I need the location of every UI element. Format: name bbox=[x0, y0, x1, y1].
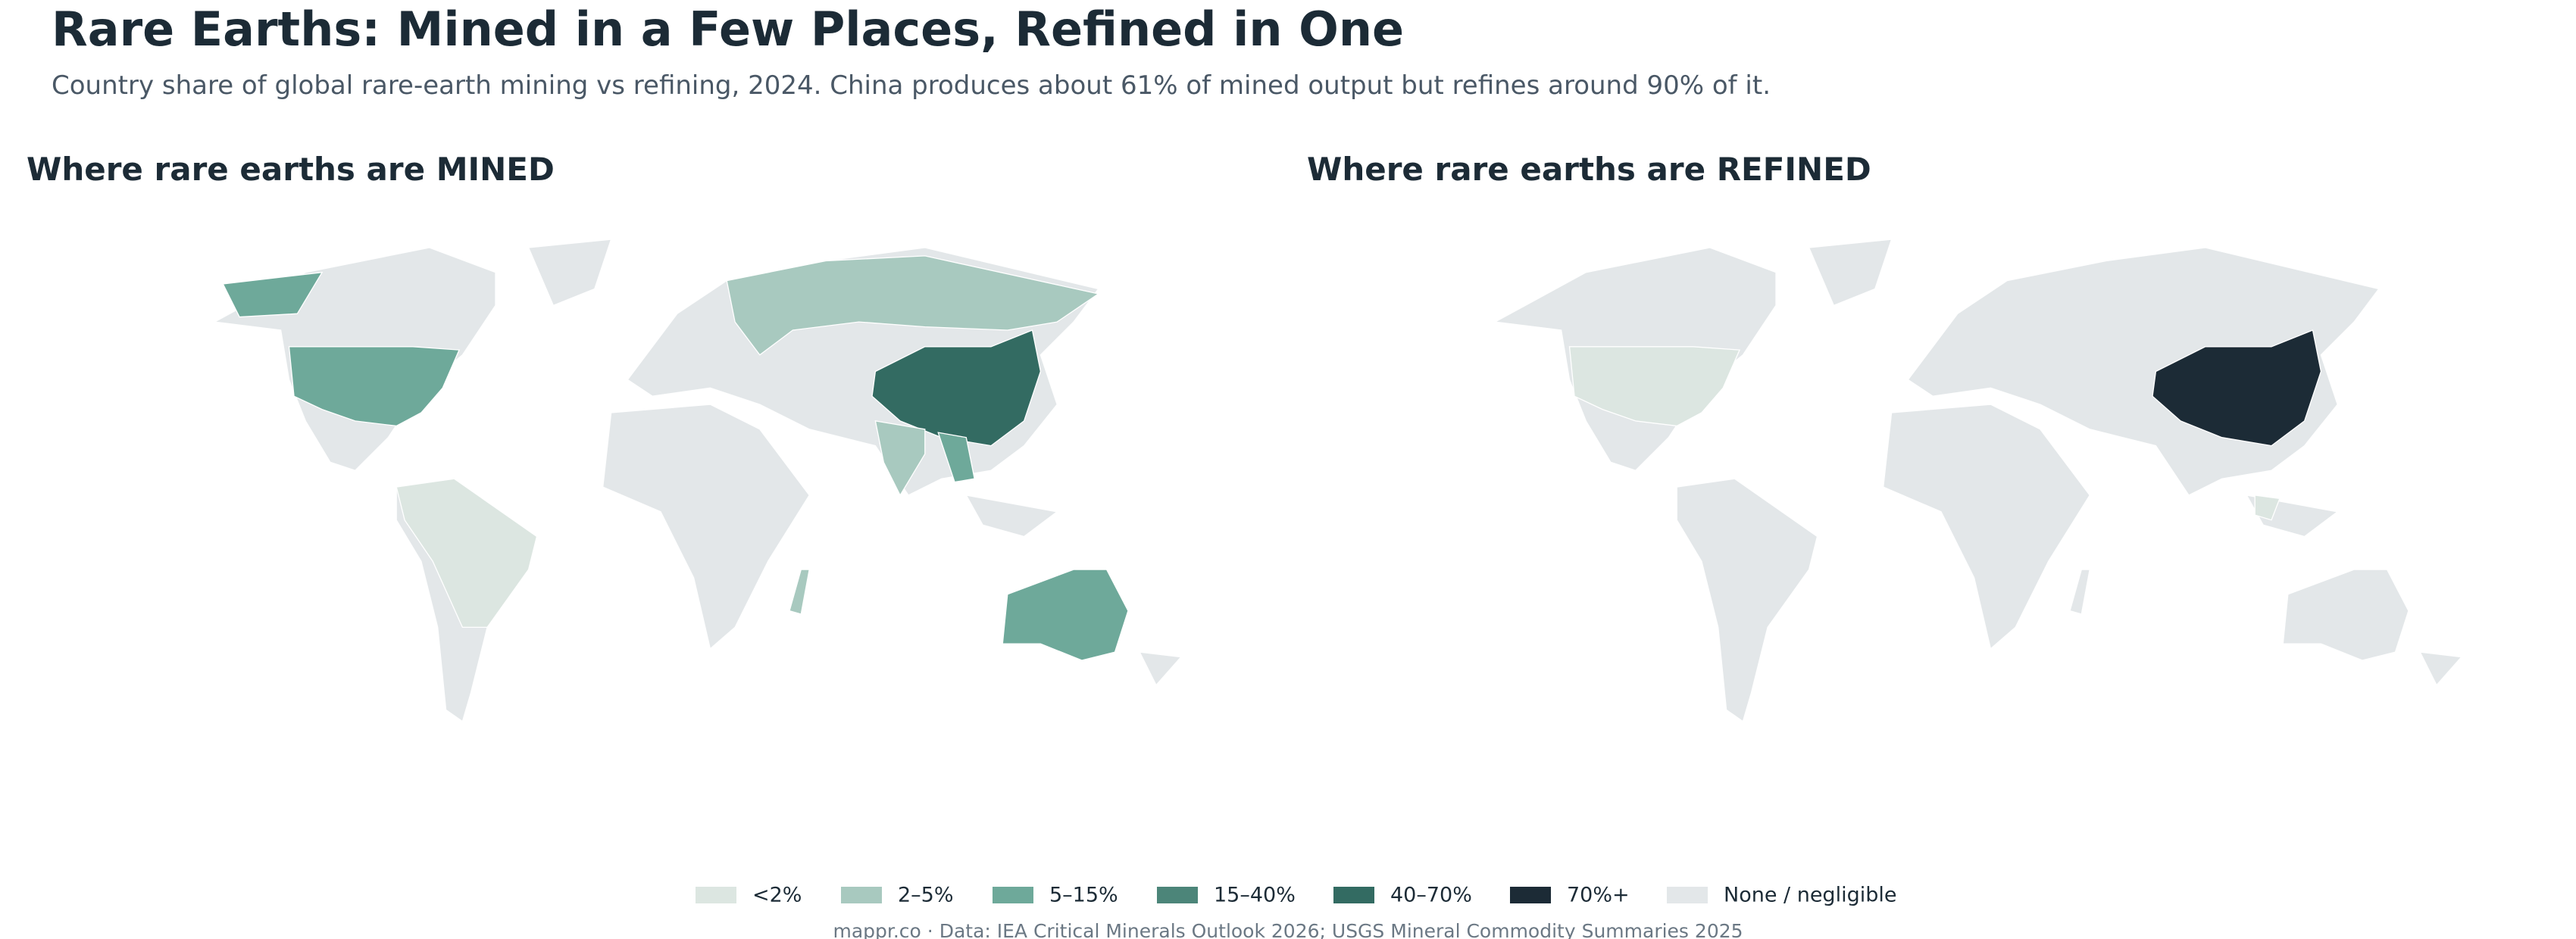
legend-label: 5–15% bbox=[1049, 884, 1118, 907]
subtitle: Country share of global rare-earth minin… bbox=[52, 70, 1771, 101]
legend-swatch bbox=[841, 887, 882, 903]
footer: mappr.co · Data: IEA Critical Minerals O… bbox=[833, 920, 1743, 939]
legend-swatch bbox=[1157, 887, 1198, 903]
legend-swatch bbox=[993, 887, 1033, 903]
title: Rare Earths: Mined in a Few Places, Refi… bbox=[52, 2, 1404, 57]
map-refined bbox=[1494, 239, 2462, 722]
legend-label: 40–70% bbox=[1390, 884, 1472, 907]
legend-label: 70%+ bbox=[1567, 884, 1630, 907]
legend-swatch bbox=[1333, 887, 1374, 903]
panel-title: Where rare earths are MINED bbox=[27, 151, 555, 188]
legend-label: <2% bbox=[752, 884, 802, 907]
legend: <2% 2–5% 5–15% 15–40% 40–70% 70%+ None / negli… bbox=[696, 884, 1896, 907]
legend-swatch bbox=[1667, 887, 1708, 903]
panel-title: Where rare earths are REFINED bbox=[1307, 151, 1871, 188]
legend-label: 2–5% bbox=[898, 884, 954, 907]
legend-label: None / negligible bbox=[1724, 884, 1896, 907]
map-mined bbox=[214, 239, 1182, 722]
legend-label: 15–40% bbox=[1214, 884, 1296, 907]
legend-swatch bbox=[696, 887, 736, 903]
legend-swatch bbox=[1510, 887, 1551, 903]
